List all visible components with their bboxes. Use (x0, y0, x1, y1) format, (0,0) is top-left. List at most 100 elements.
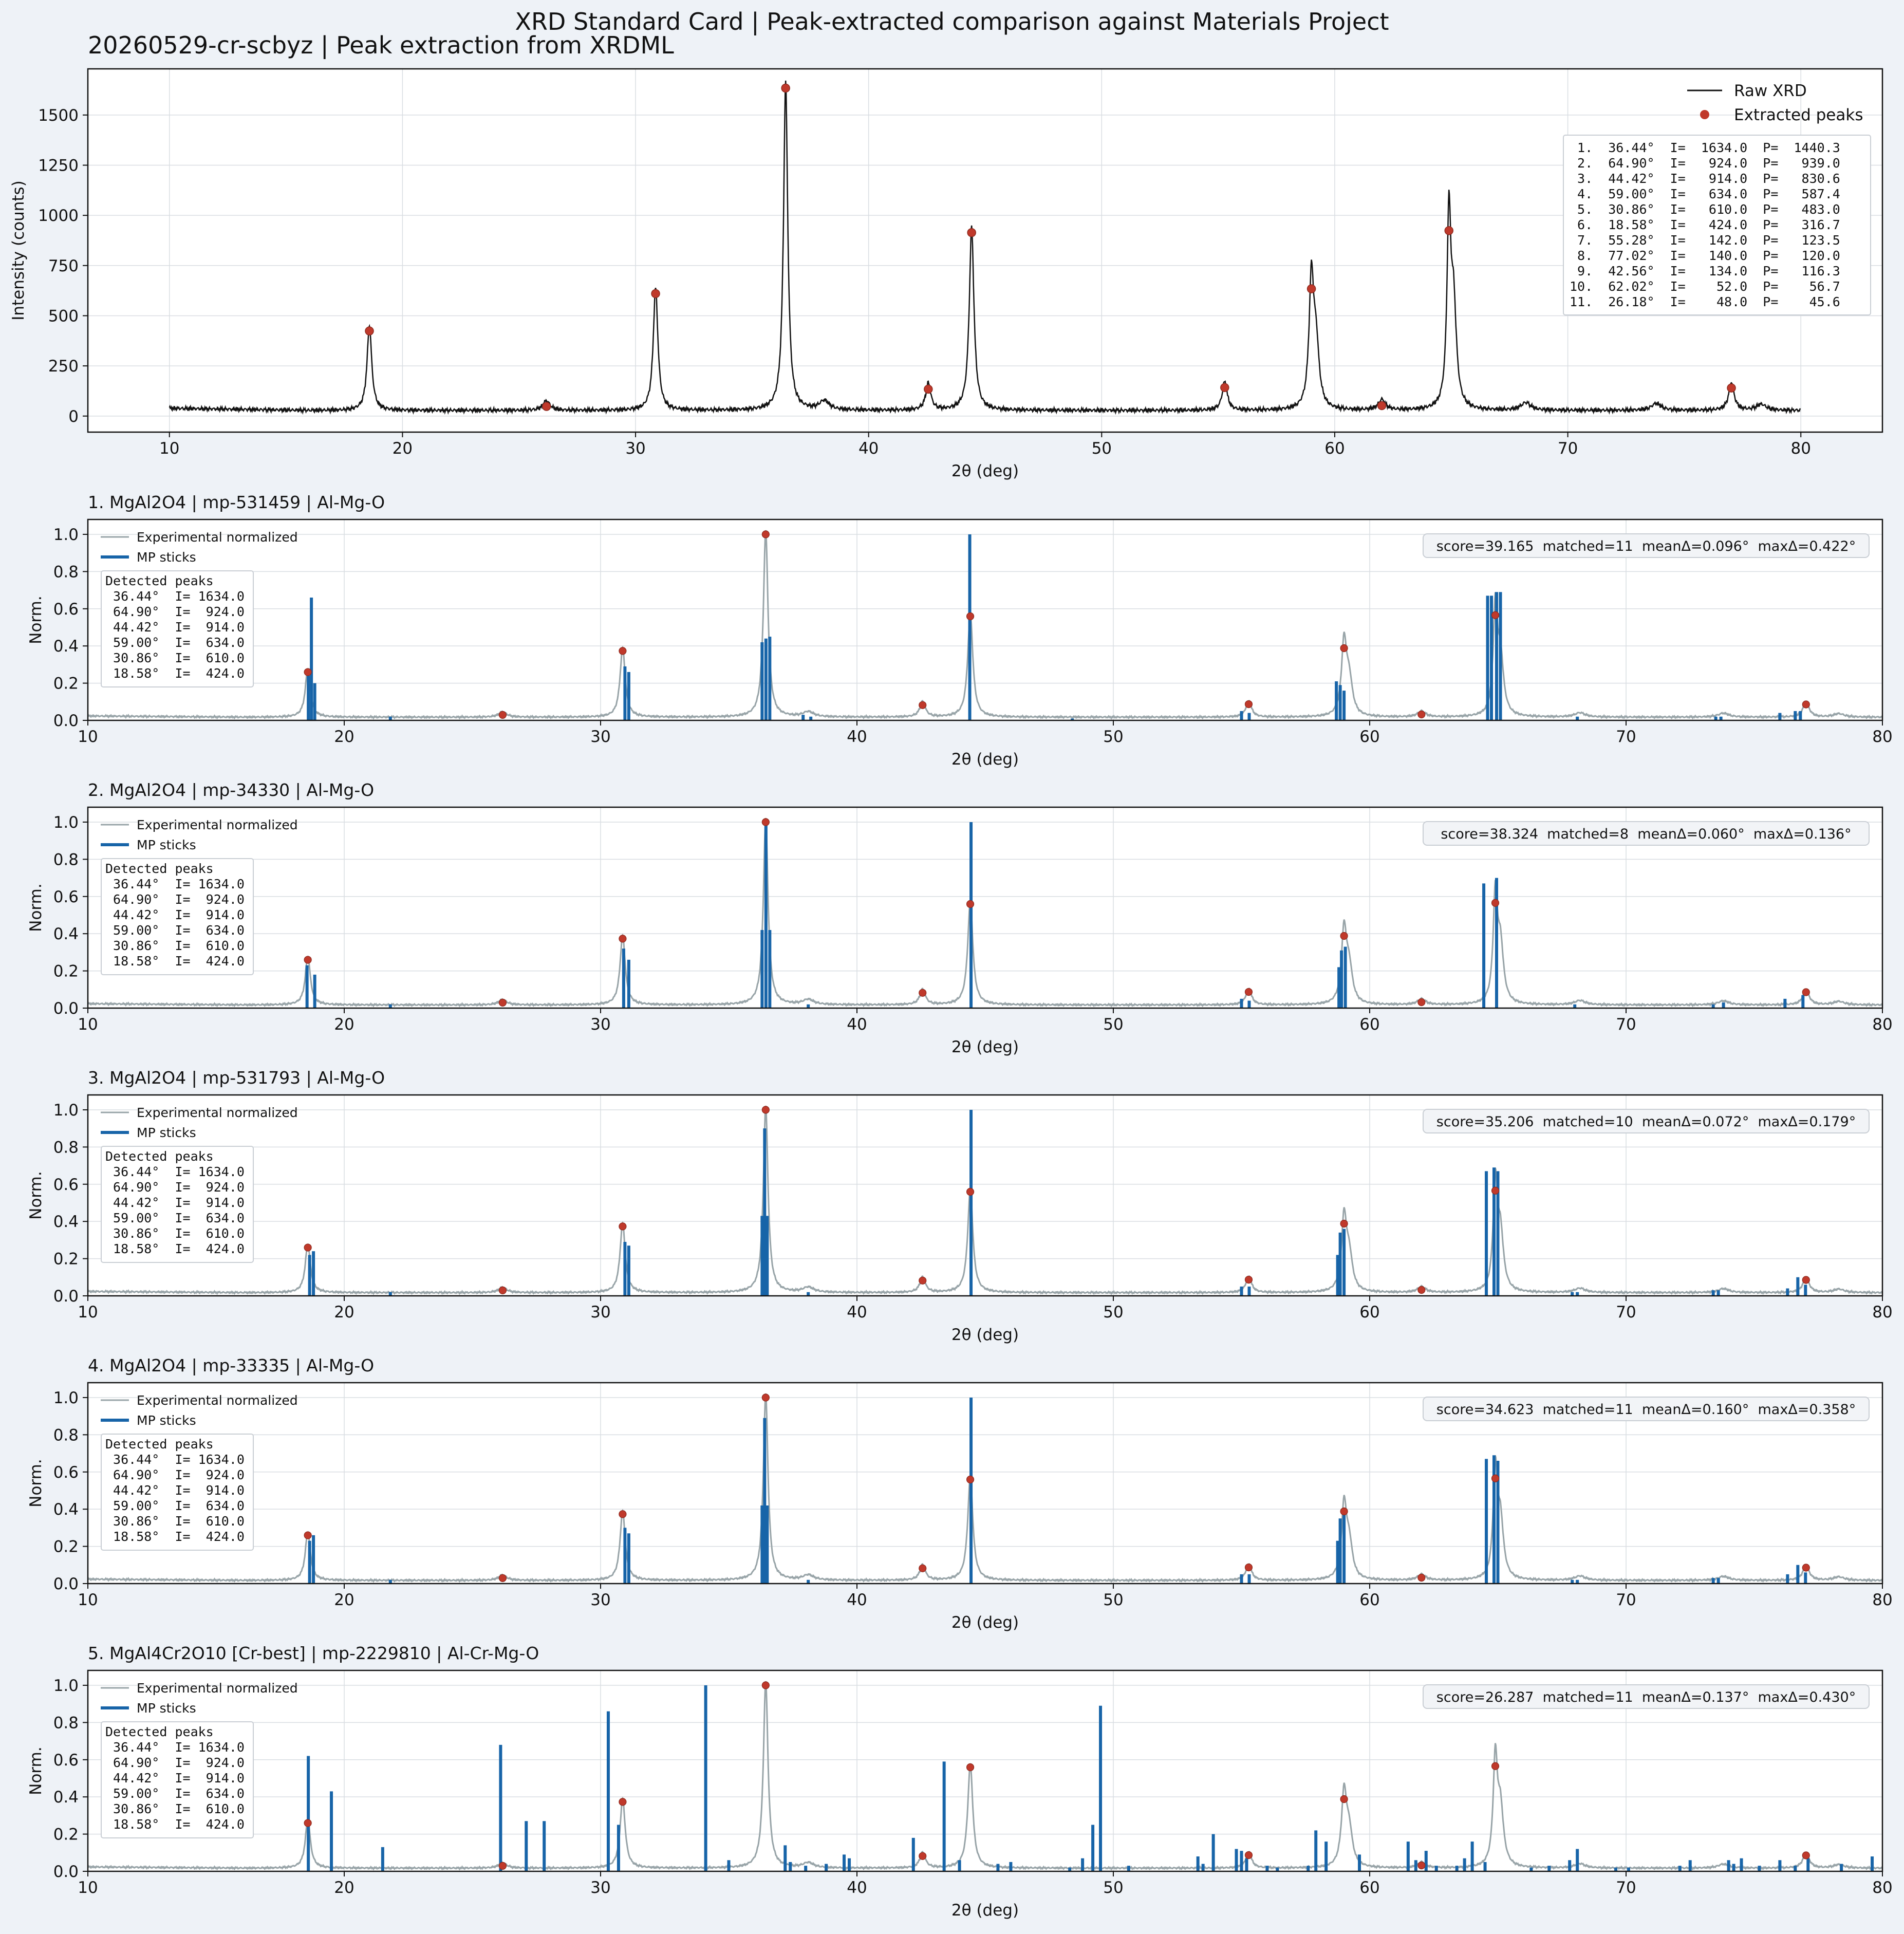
legend-label-sticks: MP sticks (137, 550, 196, 565)
detected-peaks-title: Detected peaks (105, 573, 214, 588)
x-tick-label: 70 (1616, 1879, 1636, 1897)
axes-frame (87, 68, 1883, 433)
x-tick-label: 30 (590, 1591, 610, 1609)
detected-peaks-frame (101, 858, 254, 975)
experimental-normalized-line (88, 817, 1882, 1008)
extracted-peak-marker (1306, 284, 1316, 293)
legend-label-experimental: Experimental normalized (137, 1681, 298, 1696)
extracted-peak-marker (1491, 899, 1500, 907)
extracted-peak-marker (304, 1243, 312, 1252)
detected-peak-row: 59.00° I= 634.0 (105, 1211, 245, 1225)
y-tick-label: 0.8 (53, 1426, 79, 1444)
legend-label-sticks: MP sticks (137, 1701, 196, 1716)
extracted-peak-marker (498, 998, 507, 1007)
detected-peaks-frame (101, 570, 254, 687)
detected-peak-row: 64.90° I= 924.0 (105, 1755, 245, 1770)
score-text: score=34.623 matched=11 meanΔ=0.160° max… (1436, 1402, 1856, 1418)
y-tick-label: 0.0 (53, 1863, 79, 1881)
x-tick-label: 20 (334, 1303, 354, 1322)
score-box-frame (1423, 533, 1870, 558)
score-text: score=39.165 matched=11 meanΔ=0.096° max… (1436, 538, 1856, 554)
extracted-peak-marker (619, 1798, 627, 1806)
experimental-normalized-line (88, 1393, 1882, 1583)
legend: Experimental normalized MP sticks (101, 1681, 298, 1716)
extracted-peak-marker (781, 83, 790, 93)
detected-peak-row: 59.00° I= 634.0 (105, 1786, 245, 1801)
x-tick-label: 80 (1872, 1591, 1892, 1609)
extracted-peak-marker (967, 228, 976, 237)
detected-peaks-title: Detected peaks (105, 1149, 214, 1164)
peak-table-row: 2. 64.90° I= 924.0 P= 939.0 (1570, 156, 1840, 171)
extracted-peak-marker (619, 1222, 627, 1231)
x-tick-label: 70 (1616, 728, 1636, 746)
x-tick-label: 20 (334, 1879, 354, 1897)
detected-peak-row: 36.44° I= 1634.0 (105, 1740, 245, 1755)
legend: Experimental normalized MP sticks (101, 1393, 298, 1428)
extracted-peak-marker (1444, 226, 1453, 235)
extracted-peak-marker (761, 1393, 770, 1402)
x-tick-label: 70 (1558, 439, 1578, 458)
legend-swatch-peaks (1700, 110, 1709, 119)
extracted-peak-marker (1417, 1861, 1426, 1870)
x-tick-label: 10 (78, 1591, 98, 1609)
x-tick-label: 30 (590, 1303, 610, 1322)
legend-label-sticks: MP sticks (137, 1413, 196, 1428)
x-tick-label: 20 (393, 439, 413, 458)
x-tick-label: 50 (1103, 1015, 1123, 1034)
y-tick-label: 0.2 (53, 675, 79, 693)
panel-match5: 10 20 30 40 50 60 70 80 0.0 0.2 0.4 0.6 0.8 1.0 2θ (de… (27, 1643, 1893, 1920)
y-tick-label: 0.4 (53, 1788, 79, 1807)
legend-label-sticks: MP sticks (137, 838, 196, 852)
x-tick-label: 30 (590, 1879, 610, 1897)
detected-peak-row: 18.58° I= 424.0 (105, 666, 245, 681)
extracted-peak-marker (1244, 1275, 1253, 1284)
extracted-peak-marker (619, 935, 627, 943)
x-tick-label: 50 (1103, 1879, 1123, 1897)
detected-peak-row: 30.86° I= 610.0 (105, 1514, 245, 1529)
peak-table-row: 7. 55.28° I= 142.0 P= 123.5 (1570, 233, 1840, 248)
detected-peaks-frame (101, 1146, 254, 1263)
legend-label-sticks: MP sticks (137, 1125, 196, 1140)
y-tick-label: 1000 (38, 207, 79, 225)
x-tick-label: 20 (334, 1015, 354, 1034)
axes-frame (87, 1094, 1883, 1297)
y-tick-label: 0.0 (53, 712, 79, 730)
peak-table-row: 10. 62.02° I= 52.0 P= 56.7 (1570, 279, 1840, 294)
extracted-peak-marker (966, 1763, 975, 1772)
score-text: score=35.206 matched=10 meanΔ=0.072° max… (1436, 1114, 1856, 1130)
x-tick-label: 80 (1872, 1303, 1892, 1322)
x-tick-label: 60 (1359, 728, 1379, 746)
x-tick-label: 50 (1103, 728, 1123, 746)
panel-match1: 10 20 30 40 50 60 70 80 0.0 0.2 0.4 0.6 0.8 1.0 2θ (de… (27, 492, 1893, 769)
detected-peaks-frame (101, 1721, 254, 1838)
raw-xrd-line (169, 80, 1801, 415)
y-tick-label: 0.6 (53, 888, 79, 906)
extracted-peak-marker (1417, 998, 1426, 1007)
detected-peak-row: 36.44° I= 1634.0 (105, 877, 245, 891)
extracted-peak-marker (1340, 644, 1348, 653)
axes-frame (87, 1382, 1883, 1585)
y-tick-label: 250 (48, 357, 79, 376)
y-tick-label: 0.6 (53, 600, 79, 619)
x-tick-label: 10 (78, 1303, 98, 1322)
legend-label-raw: Raw XRD (1734, 82, 1807, 100)
plot-content (88, 1105, 1882, 1296)
y-tick-label: 1.0 (53, 1101, 79, 1120)
detected-peak-row: 18.58° I= 424.0 (105, 954, 245, 969)
detected-peaks-box: Detected peaks 36.44° I= 1634.0 64.90° I… (101, 858, 254, 975)
extracted-peak-marker (304, 1819, 312, 1827)
x-tick-label: 60 (1359, 1303, 1379, 1322)
extracted-peak-marker (1491, 1762, 1500, 1770)
y-axis-label: Intensity (counts) (9, 180, 28, 321)
y-tick-label: 0.2 (53, 1250, 79, 1269)
x-tick-label: 40 (847, 728, 867, 746)
extracted-peak-marker (966, 900, 975, 908)
extracted-peak-marker (924, 384, 933, 394)
detected-peaks-frame (101, 1434, 254, 1551)
y-tick-label: 0.4 (53, 637, 79, 656)
detected-peak-row: 59.00° I= 634.0 (105, 635, 245, 650)
legend-label-peaks: Extracted peaks (1734, 106, 1863, 124)
x-tick-label: 50 (1092, 439, 1112, 458)
extracted-peak-marker (966, 1475, 975, 1484)
extracted-peak-marker (761, 530, 770, 538)
